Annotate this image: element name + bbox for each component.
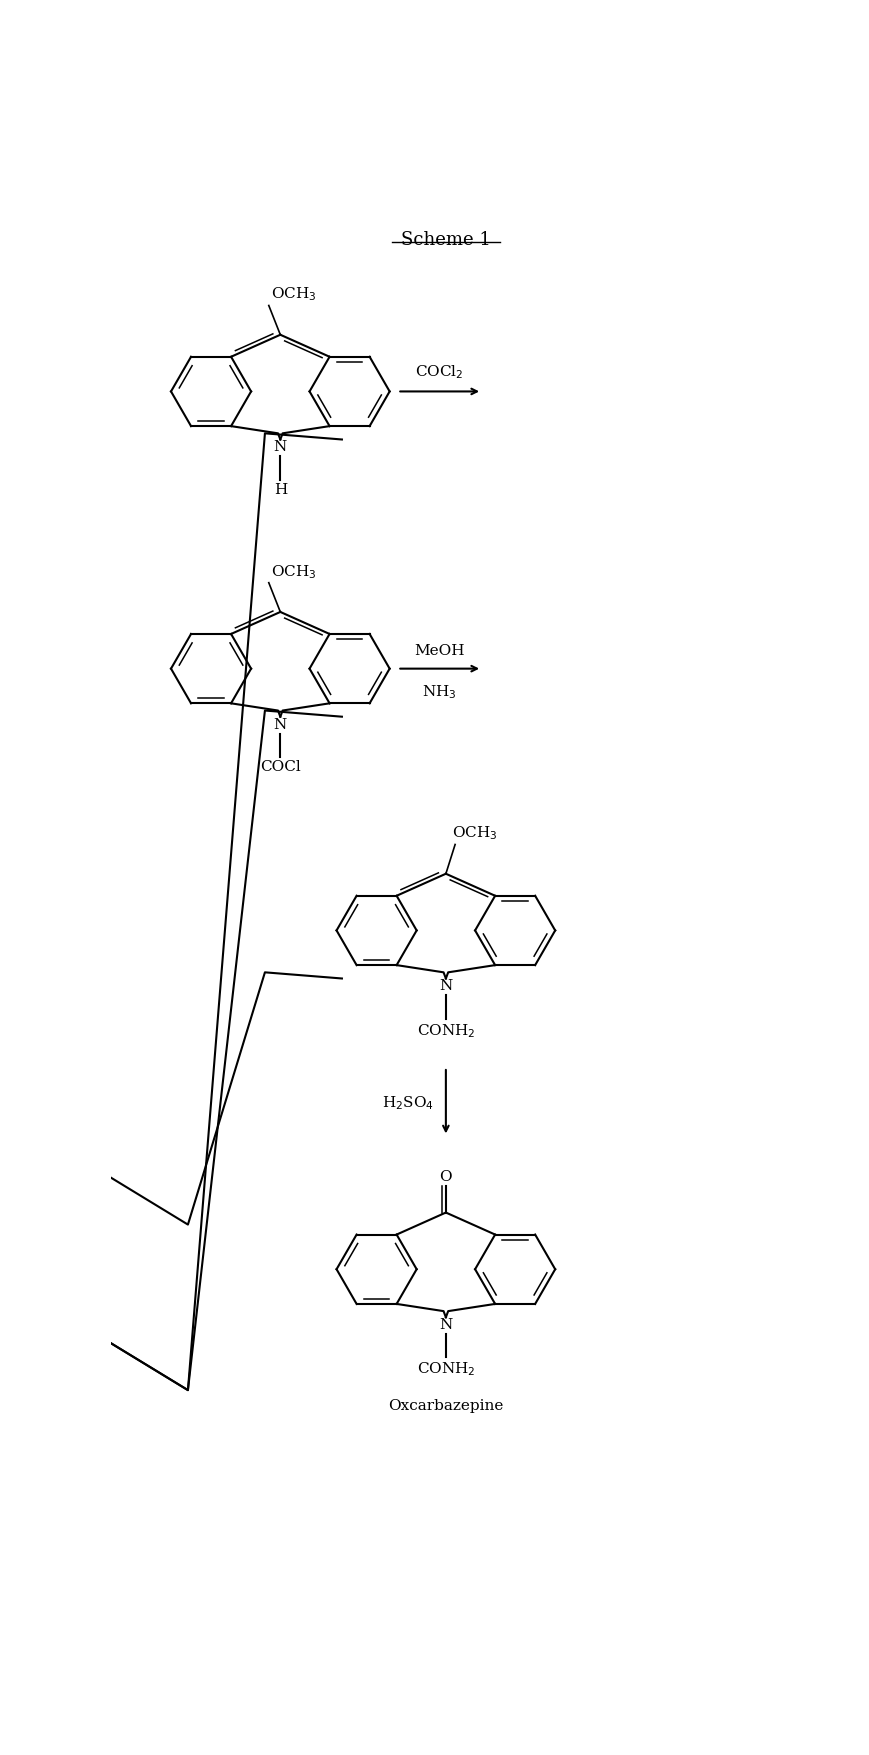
Text: N: N: [274, 441, 287, 455]
Text: OCH$_3$: OCH$_3$: [452, 825, 497, 842]
Text: COCl$_2$: COCl$_2$: [415, 363, 463, 381]
Text: COCl: COCl: [260, 760, 301, 774]
Text: OCH$_3$: OCH$_3$: [271, 563, 316, 581]
Text: MeOH: MeOH: [414, 644, 464, 658]
Text: OCH$_3$: OCH$_3$: [271, 286, 316, 304]
Text: N: N: [439, 979, 452, 993]
Text: NH$_3$: NH$_3$: [421, 683, 456, 700]
Text: CONH$_2$: CONH$_2$: [416, 1360, 474, 1378]
Text: H$_2$SO$_4$: H$_2$SO$_4$: [382, 1093, 434, 1111]
Text: O: O: [439, 1169, 452, 1183]
Text: H: H: [274, 483, 287, 497]
Text: CONH$_2$: CONH$_2$: [416, 1021, 474, 1039]
Text: N: N: [439, 1318, 452, 1332]
Text: Scheme 1: Scheme 1: [401, 230, 490, 249]
Text: Oxcarbazepine: Oxcarbazepine: [388, 1399, 503, 1413]
Text: N: N: [274, 718, 287, 732]
